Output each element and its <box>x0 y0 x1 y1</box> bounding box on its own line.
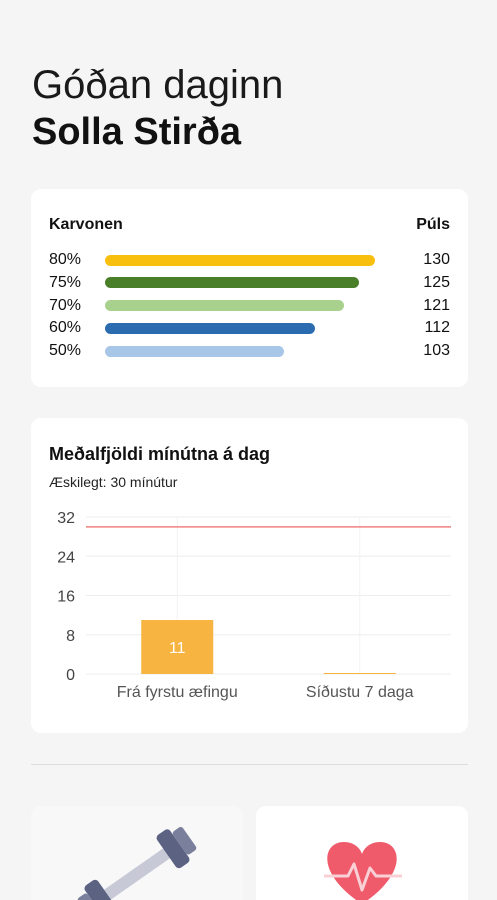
karvonen-bar <box>105 345 284 357</box>
y-tick-label: 0 <box>66 667 75 684</box>
karvonen-bpm: 121 <box>423 296 450 314</box>
workout-tile[interactable] <box>31 806 243 900</box>
x-category-label: Frá fyrstu æfingu <box>117 684 238 701</box>
karvonen-bar-track <box>105 345 380 357</box>
karvonen-row: 60% 112 <box>49 318 450 338</box>
user-name: Solla Stirða <box>32 111 242 153</box>
x-category-label: Síðustu 7 daga <box>306 684 414 701</box>
greeting-text: Góðan daginn <box>32 63 284 107</box>
karvonen-title: Karvonen <box>49 216 123 233</box>
y-tick-label: 24 <box>57 549 75 566</box>
karvonen-percent: 80% <box>49 251 82 268</box>
karvonen-bar <box>105 277 360 289</box>
y-tick-label: 8 <box>66 628 75 645</box>
pulse-label: Púls <box>416 216 450 233</box>
chart-subtitle: Æskilegt: 30 mínútur <box>49 474 178 490</box>
karvonen-bar <box>105 254 375 266</box>
karvonen-percent: 50% <box>49 342 82 360</box>
bar <box>323 673 396 674</box>
karvonen-bpm: 112 <box>424 319 450 337</box>
heart-pulse-icon <box>324 842 402 900</box>
karvonen-header: Karvonen Púls <box>49 216 450 234</box>
bar-value-label: 11 <box>169 640 186 657</box>
karvonen-percent: 70% <box>49 296 82 314</box>
karvonen-row: 70% 121 <box>49 296 450 316</box>
dumbbell-icon <box>77 827 197 900</box>
bar <box>141 620 214 674</box>
y-tick-label: 32 <box>57 510 75 527</box>
karvonen-row: 80% 130 <box>49 250 450 270</box>
karvonen-bpm: 130 <box>423 251 450 268</box>
greeting: Góðan daginn Solla Stirða <box>32 62 283 156</box>
karvonen-bar <box>105 322 316 334</box>
karvonen-percent: 75% <box>49 273 82 291</box>
chart-title: Meðalfjöldi mínútna á dag <box>49 444 271 464</box>
karvonen-bar-track <box>105 277 380 289</box>
minutes-bar-chart: 0 8 16 24 32 11 Frá fyrstu æfingu Síðustu 7 dag… <box>57 510 451 701</box>
heart-rate-tile[interactable] <box>256 806 468 900</box>
karvonen-row: 75% 125 <box>49 273 450 293</box>
karvonen-bpm: 103 <box>423 342 450 360</box>
karvonen-bar <box>105 300 345 312</box>
karvonen-bar-track <box>105 254 380 266</box>
karvonen-percent: 60% <box>49 319 82 337</box>
y-tick-label: 16 <box>57 589 75 606</box>
karvonen-bar-track <box>105 322 380 334</box>
karvonen-bpm: 125 <box>423 273 450 291</box>
karvonen-bar-track <box>105 300 380 312</box>
divider <box>31 764 468 765</box>
minutes-chart-card: Meðalfjöldi mínútna á dag Æskilegt: 30 m… <box>31 418 468 733</box>
karvonen-card: Karvonen Púls 80% 130 75% 125 70% 121 60% 112 50… <box>31 189 468 387</box>
karvonen-row: 50% 103 <box>49 341 450 361</box>
